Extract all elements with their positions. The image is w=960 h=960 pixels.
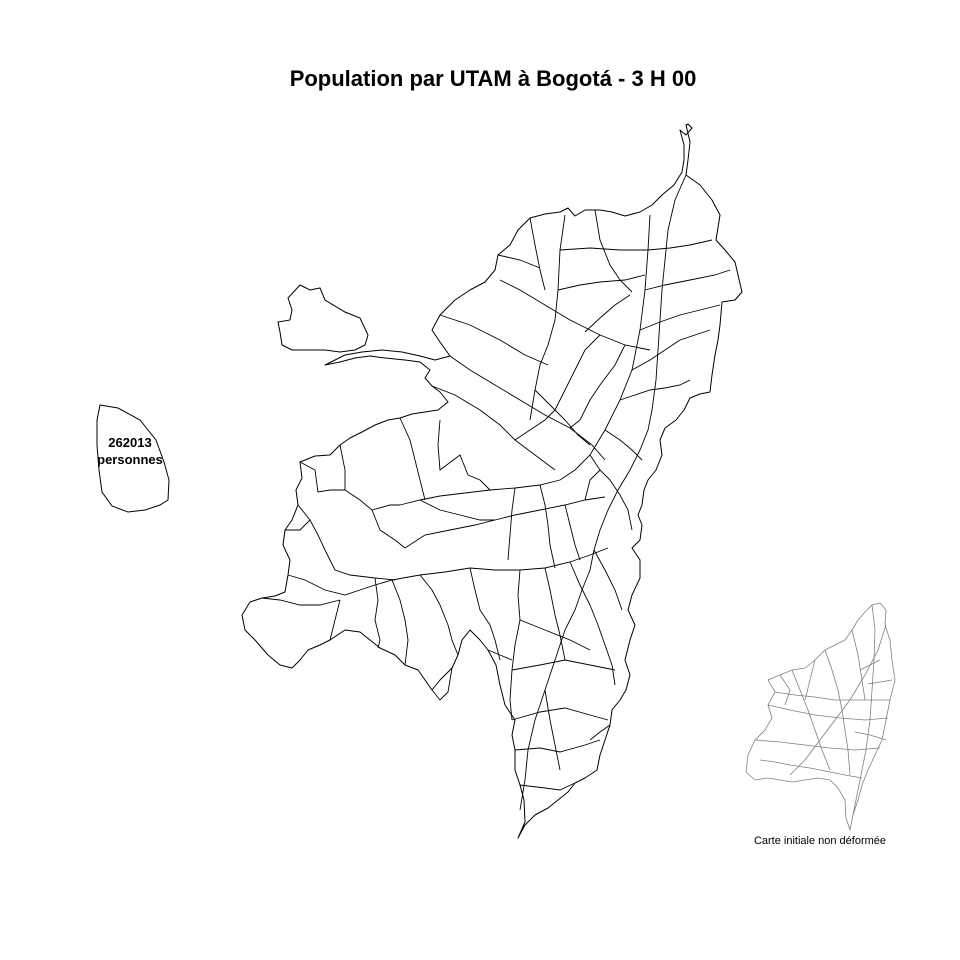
inset-map <box>745 602 896 832</box>
map-outline-exclave <box>277 284 369 353</box>
legend-value: 262013 <box>108 435 152 450</box>
legend-symbol <box>96 404 170 513</box>
inset-caption: Carte initiale non déformée <box>753 835 887 847</box>
legend-unit: personnes <box>97 452 163 467</box>
map-outline <box>241 123 743 839</box>
map-title: Population par UTAM à Bogotá - 3 H 00 <box>289 66 697 91</box>
district-boundaries <box>261 174 731 811</box>
